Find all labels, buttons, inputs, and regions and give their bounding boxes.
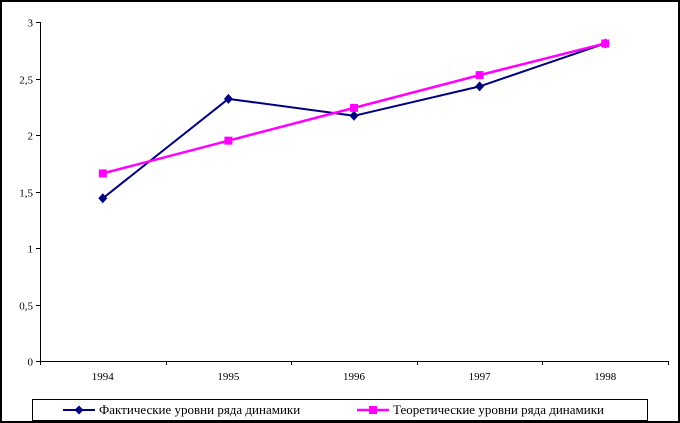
series-actual-marker-diamond xyxy=(98,193,108,204)
y-tick-label: 0 xyxy=(28,357,34,369)
series-theoretical-marker-square xyxy=(601,39,610,48)
series-actual-marker-diamond xyxy=(475,81,485,92)
legend-label-actual: Фактические уровни ряда динамики xyxy=(99,402,301,417)
y-tick-label: 0,5 xyxy=(19,301,33,313)
y-tick-label: 2 xyxy=(28,131,34,143)
y-tick-label: 3 xyxy=(28,18,34,30)
series-theoretical-marker-square xyxy=(98,169,107,178)
y-tick-label: 1,5 xyxy=(19,188,33,200)
legend-label-theoretical: Теоретические уровни ряда динамики xyxy=(393,402,604,417)
x-tick-label: 1994 xyxy=(92,371,115,383)
x-tick-label: 1996 xyxy=(343,371,366,383)
x-tick-label: 1997 xyxy=(469,371,492,383)
series-theoretical-marker-square xyxy=(224,136,233,145)
y-tick-label: 1 xyxy=(28,244,34,256)
legend-item-theoretical: Теоретические уровни ряда динамики xyxy=(357,400,604,420)
legend-marker-actual-diamond-icon xyxy=(63,405,95,415)
chart-legend: Фактические уровни ряда динамики Теорети… xyxy=(32,399,648,421)
plot-area xyxy=(40,22,668,361)
x-tick-label: 1995 xyxy=(217,371,240,383)
x-tick-label: 1998 xyxy=(594,371,617,383)
y-tick-label: 2,5 xyxy=(19,75,33,87)
series-actual-marker-diamond xyxy=(349,110,359,121)
legend-marker-theoretical-square-icon xyxy=(357,406,389,414)
legend-item-actual: Фактические уровни ряда динамики xyxy=(63,400,300,420)
series-theoretical-marker-square xyxy=(350,103,358,112)
series-theoretical-marker-square xyxy=(475,71,484,80)
series-actual-marker-diamond xyxy=(223,93,233,104)
